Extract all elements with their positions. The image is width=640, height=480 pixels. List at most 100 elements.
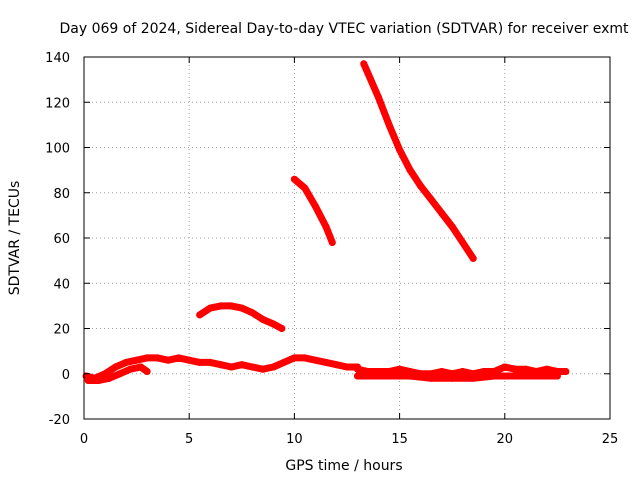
data-point: [217, 302, 225, 310]
data-point: [175, 354, 183, 362]
data-point: [322, 358, 330, 366]
data-point: [196, 311, 204, 319]
data-point: [501, 363, 509, 371]
data-point: [438, 368, 446, 375]
data-point: [511, 372, 519, 380]
x-tick-label: 5: [185, 432, 193, 447]
series-baseline-late-lower: [354, 372, 561, 382]
data-point: [553, 372, 561, 380]
data-point: [469, 374, 477, 382]
data-point: [290, 175, 298, 183]
data-point: [280, 358, 288, 366]
y-tick-label: 60: [53, 232, 70, 247]
data-point: [311, 202, 319, 210]
data-point: [562, 368, 570, 375]
data-point: [385, 121, 393, 129]
data-point: [333, 361, 340, 369]
data-point: [122, 358, 130, 366]
data-point: [217, 361, 225, 369]
x-tick-label: 25: [602, 432, 619, 447]
grid-lines: [84, 57, 610, 419]
data-point: [301, 354, 309, 362]
data-point: [459, 239, 467, 246]
data-point: [396, 365, 404, 373]
data-point: [354, 372, 361, 380]
data-point: [116, 370, 124, 378]
y-tick-label: 0: [62, 368, 70, 383]
data-point: [154, 354, 162, 362]
y-tick-label: 20: [53, 323, 70, 338]
axis-tick-labels: 0 5 10 15 20 25 -20 0 20 40 60 80 100 120 140: [45, 51, 618, 447]
data-point: [196, 358, 204, 366]
data-point: [354, 365, 361, 373]
data-point: [185, 356, 193, 364]
x-tick-label: 15: [391, 432, 408, 447]
y-tick-label: 120: [45, 96, 70, 111]
data-point: [490, 372, 498, 380]
data-point: [469, 254, 477, 262]
data-point: [448, 223, 456, 231]
data-point: [375, 372, 383, 380]
data-point: [95, 377, 103, 384]
y-tick-label: 100: [45, 142, 70, 157]
data-point: [227, 363, 235, 371]
y-tick-label: 40: [53, 277, 70, 292]
axis-ticks: [83, 56, 611, 420]
data-point: [238, 304, 246, 312]
data-point: [259, 315, 267, 323]
data-point: [248, 363, 256, 371]
data-point: [133, 356, 141, 364]
data-point: [322, 223, 330, 231]
x-tick-label: 20: [497, 432, 514, 447]
data-point: [278, 325, 286, 332]
x-tick-label: 10: [286, 432, 303, 447]
data-point: [311, 356, 319, 364]
data-point: [269, 363, 277, 371]
data-point: [206, 304, 214, 312]
data-point: [543, 365, 551, 373]
data-point: [427, 196, 435, 203]
data-series: [82, 60, 570, 384]
data-point: [137, 363, 145, 371]
data-point: [238, 361, 246, 369]
x-tick-label: 0: [80, 432, 88, 447]
data-point: [105, 374, 113, 382]
data-point: [406, 166, 414, 174]
data-point: [532, 372, 540, 380]
y-tick-label: 140: [45, 51, 70, 66]
data-point: [427, 374, 435, 382]
data-point: [126, 365, 134, 373]
data-point: [438, 209, 446, 217]
data-point: [406, 372, 414, 380]
data-point: [269, 320, 277, 328]
data-point: [164, 356, 172, 364]
y-axis-label: SDTVAR / TECUs: [7, 181, 23, 296]
data-point: [227, 302, 235, 310]
data-point: [301, 184, 309, 192]
data-point: [248, 309, 256, 317]
y-tick-label: 80: [53, 187, 70, 202]
data-point: [511, 365, 519, 373]
chart-title: Day 069 of 2024, Sidereal Day-to-day VTE…: [60, 21, 630, 37]
data-point: [143, 354, 151, 362]
data-point: [396, 146, 404, 154]
data-point: [343, 363, 351, 371]
data-point: [522, 365, 530, 373]
data-point: [417, 182, 425, 190]
data-point: [143, 368, 151, 375]
data-point: [259, 365, 267, 373]
data-point: [375, 94, 383, 102]
data-point: [328, 239, 336, 246]
data-point: [206, 358, 214, 366]
data-point: [480, 368, 488, 375]
data-point: [290, 354, 298, 362]
data-point: [459, 368, 467, 375]
data-point: [112, 363, 120, 371]
y-tick-label: -20: [49, 413, 70, 428]
data-point: [84, 377, 92, 384]
data-point: [360, 60, 368, 68]
data-point: [448, 374, 456, 382]
x-axis-label: GPS time / hours: [285, 458, 402, 474]
